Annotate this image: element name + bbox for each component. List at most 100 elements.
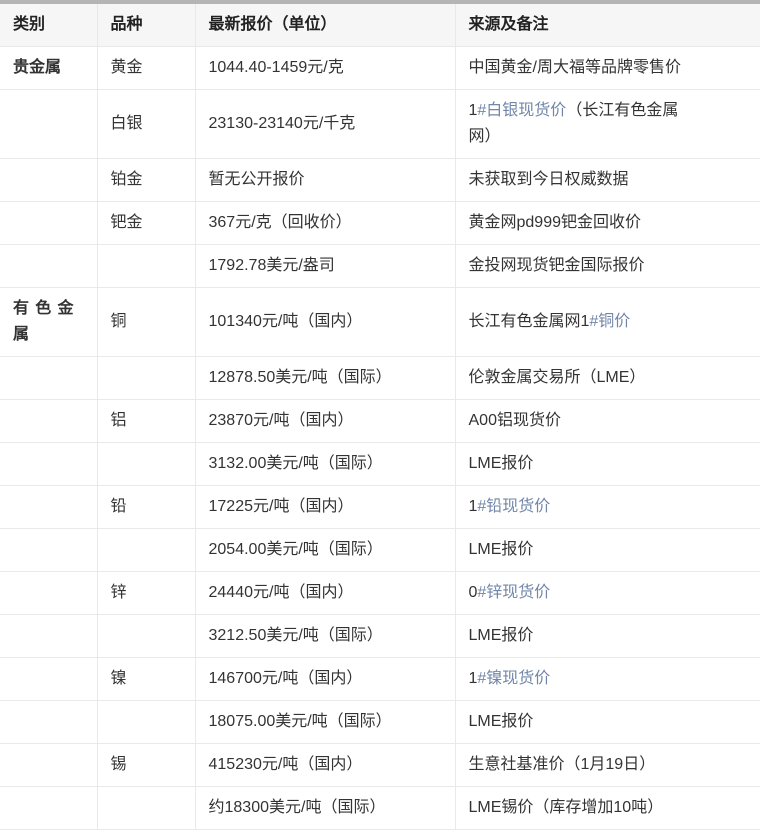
- category-cell: [0, 700, 98, 744]
- variety-cell: 锡: [96, 743, 196, 787]
- remark-text: 黄金网pd999钯金回收价: [468, 214, 642, 231]
- column-header-category: 类别: [0, 4, 98, 47]
- table-row: 白银 23130-23140元/千克 1#白银现货价（长江有色金属 网）: [0, 89, 760, 159]
- variety-cell: 铅: [96, 485, 196, 529]
- price-cell: 3132.00美元/吨（国际）: [194, 442, 456, 486]
- variety-cell: 铜: [96, 287, 196, 357]
- metal-price-table: 类别 品种 最新报价（单位） 来源及备注 贵金属 黄金 1044.40-1459…: [0, 4, 760, 830]
- price-cell: 12878.50美元/吨（国际）: [194, 356, 456, 400]
- remark-cell: 1#铅现货价: [454, 485, 760, 529]
- table-row: 贵金属 黄金 1044.40-1459元/克 中国黄金/周大福等品牌零售价: [0, 46, 760, 90]
- table-row: 3212.50美元/吨（国际） LME报价: [0, 614, 760, 658]
- table-header: 类别 品种 最新报价（单位） 来源及备注: [0, 4, 760, 47]
- price-cell: 3212.50美元/吨（国际）: [194, 614, 456, 658]
- remark-cell: 1#白银现货价（长江有色金属 网）: [454, 89, 760, 159]
- variety-cell: [96, 442, 196, 486]
- remark-cell: 长江有色金属网1#铜价: [454, 287, 760, 357]
- table-row: 3132.00美元/吨（国际） LME报价: [0, 442, 760, 486]
- remark-cell: LME锡价（库存增加10吨）: [454, 786, 760, 830]
- price-cell: 23130-23140元/千克: [194, 89, 456, 159]
- remark-cell: 中国黄金/周大福等品牌零售价: [454, 46, 760, 90]
- category-cell: [0, 399, 98, 443]
- price-cell: 146700元/吨（国内）: [194, 657, 456, 701]
- variety-cell: 锌: [96, 571, 196, 615]
- price-cell: 2054.00美元/吨（国际）: [194, 528, 456, 572]
- remark-text: 中国黄金/周大福等品牌零售价: [468, 59, 681, 76]
- remark-text: LME报价: [468, 713, 534, 730]
- column-header-price: 最新报价（单位）: [194, 4, 456, 47]
- category-cell: [0, 244, 98, 288]
- remark-cell: 金投网现货钯金国际报价: [454, 244, 760, 288]
- variety-cell: [96, 614, 196, 658]
- category-cell: [0, 89, 98, 159]
- table-row: 锌 24440元/吨（国内） 0#锌现货价: [0, 571, 760, 615]
- table-row: 有色金属 铜 101340元/吨（国内） 长江有色金属网1#铜价: [0, 287, 760, 357]
- price-cell: 约18300美元/吨（国际）: [194, 786, 456, 830]
- variety-cell: 镍: [96, 657, 196, 701]
- remark-text: LME报价: [468, 455, 534, 472]
- variety-cell: [96, 244, 196, 288]
- remark-cell: 黄金网pd999钯金回收价: [454, 201, 760, 245]
- remark-cell: LME报价: [454, 442, 760, 486]
- price-cell: 1044.40-1459元/克: [194, 46, 456, 90]
- variety-cell: [96, 528, 196, 572]
- table-row: 2054.00美元/吨（国际） LME报价: [0, 528, 760, 572]
- category-cell: [0, 743, 98, 787]
- table-row: 铅 17225元/吨（国内） 1#铅现货价: [0, 485, 760, 529]
- remark-link[interactable]: #铅现货价: [477, 498, 551, 515]
- remark-text: LME报价: [468, 541, 534, 558]
- category-cell: [0, 356, 98, 400]
- category-cell: [0, 571, 98, 615]
- price-cell: 1792.78美元/盎司: [194, 244, 456, 288]
- category-cell: [0, 485, 98, 529]
- category-cell: [0, 614, 98, 658]
- remark-text: 金投网现货钯金国际报价: [468, 257, 645, 274]
- table-row: 12878.50美元/吨（国际） 伦敦金属交易所（LME）: [0, 356, 760, 400]
- table-row: 锡 415230元/吨（国内） 生意社基准价（1月19日）: [0, 743, 760, 787]
- remark-text: （长江有色金属 网）: [468, 102, 679, 145]
- category-cell: 有色金属: [0, 287, 98, 357]
- table-row: 镍 146700元/吨（国内） 1#镍现货价: [0, 657, 760, 701]
- remark-cell: A00铝现货价: [454, 399, 760, 443]
- remark-text: 1: [468, 102, 478, 119]
- price-cell: 415230元/吨（国内）: [194, 743, 456, 787]
- table-row: 约18300美元/吨（国际） LME锡价（库存增加10吨）: [0, 786, 760, 830]
- price-cell: 18075.00美元/吨（国际）: [194, 700, 456, 744]
- remark-link[interactable]: #锌现货价: [477, 584, 551, 601]
- remark-cell: LME报价: [454, 528, 760, 572]
- remark-cell: LME报价: [454, 614, 760, 658]
- column-header-source: 来源及备注: [454, 4, 760, 47]
- remark-cell: LME报价: [454, 700, 760, 744]
- price-cell: 101340元/吨（国内）: [194, 287, 456, 357]
- variety-cell: 黄金: [96, 46, 196, 90]
- category-cell: [0, 442, 98, 486]
- category-cell: [0, 158, 98, 202]
- table-row: 铂金 暂无公开报价 未获取到今日权威数据: [0, 158, 760, 202]
- category-cell: 贵金属: [0, 46, 98, 90]
- remark-text: LME锡价（库存增加10吨）: [468, 799, 664, 816]
- remark-link[interactable]: #白银现货价: [477, 102, 567, 119]
- remark-text: 0: [468, 584, 478, 601]
- variety-cell: [96, 786, 196, 830]
- price-cell: 367元/克（回收价）: [194, 201, 456, 245]
- variety-cell: [96, 356, 196, 400]
- remark-text: 未获取到今日权威数据: [468, 171, 629, 188]
- remark-text: 1: [468, 498, 478, 515]
- table-body: 贵金属 黄金 1044.40-1459元/克 中国黄金/周大福等品牌零售价 白银…: [0, 46, 760, 830]
- remark-cell: 未获取到今日权威数据: [454, 158, 760, 202]
- table-top-border: [0, 0, 760, 4]
- remark-text: 1: [468, 670, 478, 687]
- table-row: 18075.00美元/吨（国际） LME报价: [0, 700, 760, 744]
- variety-cell: [96, 700, 196, 744]
- category-cell: [0, 528, 98, 572]
- price-cell: 17225元/吨（国内）: [194, 485, 456, 529]
- remark-link[interactable]: #铜价: [589, 313, 631, 330]
- remark-link[interactable]: #镍现货价: [477, 670, 551, 687]
- price-cell: 23870元/吨（国内）: [194, 399, 456, 443]
- remark-cell: 0#锌现货价: [454, 571, 760, 615]
- variety-cell: 白银: [96, 89, 196, 159]
- variety-cell: 铂金: [96, 158, 196, 202]
- table-row: 1792.78美元/盎司 金投网现货钯金国际报价: [0, 244, 760, 288]
- remark-text: LME报价: [468, 627, 534, 644]
